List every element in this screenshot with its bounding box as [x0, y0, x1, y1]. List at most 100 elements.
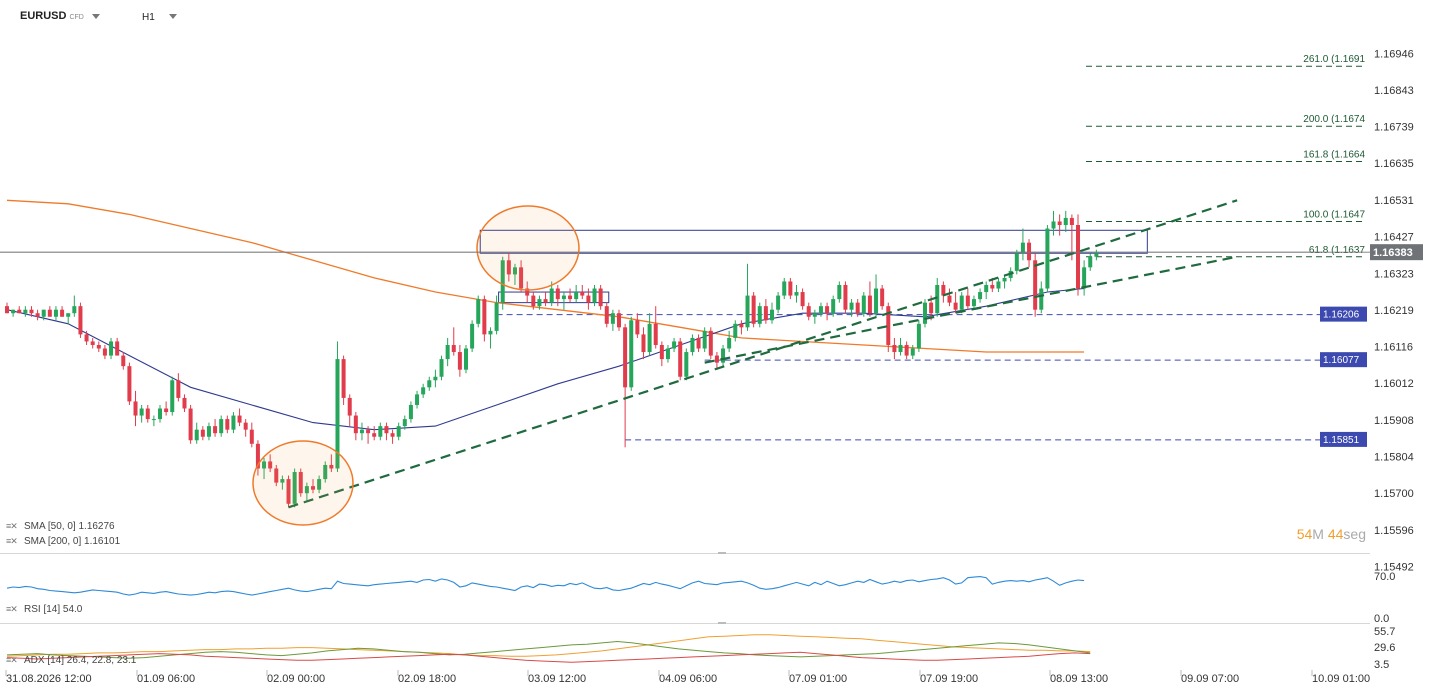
candle-body [751, 295, 756, 324]
indicator-menu-icon[interactable]: ≡✕ [6, 536, 18, 546]
candle-body [139, 408, 144, 416]
legend-adx-text: ADX [14] 26.4, 22.8, 23.1 [24, 655, 137, 666]
candle-body [598, 288, 603, 307]
candle-body [439, 359, 444, 377]
candle-body [721, 348, 726, 363]
pane-resize-handle[interactable] [718, 552, 726, 554]
candle-body [121, 355, 126, 367]
candle-body [763, 306, 768, 321]
candle-body [733, 323, 738, 338]
candle-body [910, 348, 915, 356]
timeframe-chevron-down-icon[interactable] [169, 14, 177, 19]
candle-body [776, 295, 781, 310]
rsi-axis-label: 70.0 [1374, 571, 1395, 583]
candle-body [647, 323, 652, 353]
indicator-menu-icon[interactable]: ≡✕ [6, 604, 18, 614]
candle-body [231, 415, 236, 430]
price-tick-label: 1.16012 [1374, 378, 1414, 390]
candle-body [898, 344, 903, 353]
candle-body [745, 295, 750, 328]
symbol-chevron-down-icon[interactable] [92, 14, 100, 19]
legend-adx[interactable]: ≡✕ ADX [14] 26.4, 22.8, 23.1 [6, 655, 136, 666]
time-axis-label: 03.09 12:00 [528, 673, 586, 685]
candle-body [874, 288, 879, 314]
candle-body [818, 306, 823, 314]
legend-sma50[interactable]: ≡✕ SMA [50, 0] 1.16276 [6, 521, 115, 532]
timeframe-label[interactable]: H1 [142, 12, 155, 23]
candle-body [96, 344, 101, 349]
candle-body [158, 408, 162, 420]
trendline [288, 199, 1238, 509]
candle-body [659, 344, 664, 360]
pane-separator[interactable] [0, 553, 1370, 554]
timer-seconds-unit: seg [1343, 526, 1366, 542]
candle-body [1094, 253, 1099, 257]
candle-body [488, 330, 493, 335]
level-price-tag [1320, 352, 1367, 368]
time-axis-label: 02.09 18:00 [398, 673, 456, 685]
level-price-label: 1.16077 [1323, 355, 1360, 366]
level-price-tag [1320, 306, 1367, 322]
time-axis-label: 09.09 07:00 [1181, 673, 1239, 685]
candle-body [268, 461, 273, 469]
price-tick-label: 1.16843 [1374, 85, 1414, 97]
time-axis-label: 10.09 01:00 [1312, 673, 1370, 685]
trendline [704, 255, 1238, 364]
candle-body [1027, 242, 1032, 261]
candle-body [837, 284, 842, 300]
candle-body [629, 320, 634, 388]
candle-body [280, 479, 285, 483]
candle-body [635, 320, 640, 335]
candle-body [194, 429, 199, 441]
pane-separator[interactable] [0, 623, 1370, 624]
candle-body [1039, 288, 1044, 310]
candle-body [317, 479, 322, 490]
candle-body [580, 292, 585, 296]
candle-body [782, 281, 787, 296]
indicator-menu-icon[interactable]: ≡✕ [6, 521, 18, 531]
candle-body [292, 472, 297, 504]
candle-body [445, 344, 450, 360]
candle-body [188, 408, 193, 441]
candle-timer: 54M 44seg [1297, 526, 1366, 542]
candle-body [757, 306, 762, 324]
candle-body [916, 323, 921, 349]
candle-body [109, 341, 114, 356]
candle-body [127, 366, 132, 402]
candle-body [335, 359, 340, 469]
candle-body [665, 348, 670, 360]
indicator-menu-icon[interactable]: ≡✕ [6, 655, 18, 665]
symbol-label[interactable]: EURUSD CFD [20, 10, 84, 22]
legend-sma200[interactable]: ≡✕ SMA [200, 0] 1.16101 [6, 536, 120, 547]
candle-body [702, 330, 707, 349]
time-axis-label: 02.09 00:00 [267, 673, 325, 685]
candle-body [996, 281, 1001, 289]
price-tick-label: 1.16531 [1374, 195, 1414, 207]
candle-body [378, 426, 383, 437]
candle-body [959, 295, 964, 310]
candle-body [855, 302, 860, 314]
candle-body [53, 309, 58, 317]
highlight-circle [476, 205, 580, 291]
candle-body [29, 309, 34, 314]
legend-rsi[interactable]: ≡✕ RSI [14] 54.0 [6, 604, 82, 615]
zone-rectangle [479, 229, 1148, 254]
candle-body [861, 295, 866, 314]
candle-body [831, 299, 836, 314]
candle-body [396, 426, 401, 437]
candle-body [476, 299, 481, 324]
candle-body [298, 472, 303, 494]
pane-resize-handle[interactable] [718, 622, 726, 624]
time-axis-label: 31.08.2026 12:00 [6, 673, 92, 685]
candle-body [568, 295, 573, 300]
candle-body [843, 284, 848, 310]
candle-body [433, 376, 438, 381]
candle-body [672, 341, 677, 349]
adx-axis-label: 3.5 [1374, 659, 1389, 671]
legend-rsi-text: RSI [14] 54.0 [24, 604, 83, 615]
candle-body [1045, 228, 1050, 289]
candle-body [794, 292, 799, 296]
candle-body [923, 302, 927, 324]
candle-body [1033, 260, 1038, 310]
